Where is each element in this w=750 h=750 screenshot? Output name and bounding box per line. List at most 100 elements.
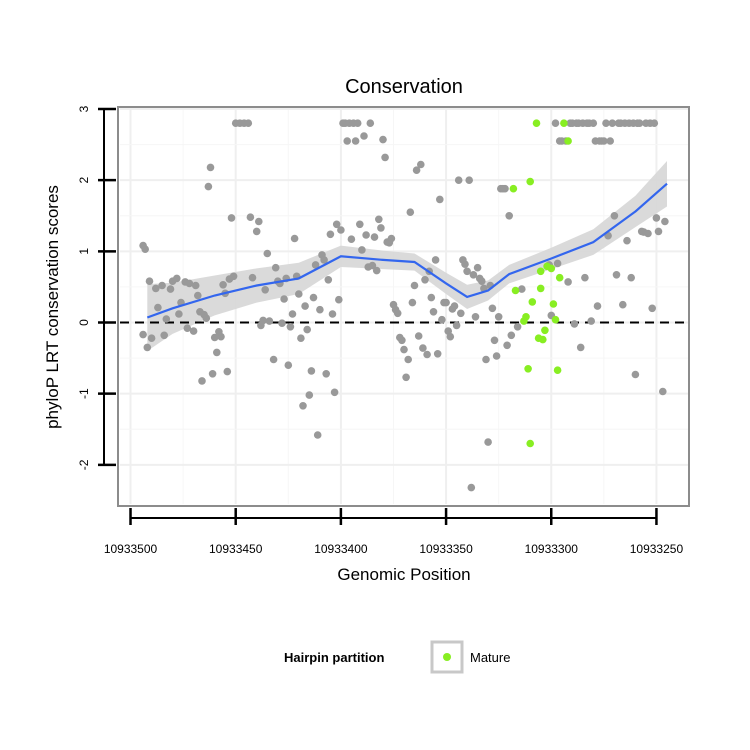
point-other-53 — [271, 263, 280, 272]
point-other-61 — [288, 310, 297, 318]
y-axis: -2 -1 0 1 2 3 — [77, 105, 116, 470]
point-other-18 — [185, 279, 194, 288]
point-other-181 — [576, 343, 585, 352]
point-other-220 — [661, 217, 669, 226]
point-mature-10 — [528, 298, 537, 306]
point-other-124 — [421, 276, 429, 284]
y-tick-label-1: -1 — [77, 388, 91, 399]
point-other-132 — [438, 315, 446, 324]
point-other-146 — [467, 483, 476, 492]
point-other-121 — [414, 332, 423, 340]
y-tick-label-4: 2 — [77, 177, 91, 184]
point-other-64 — [295, 290, 303, 298]
point-other-50 — [263, 249, 272, 258]
y-tick-label-0: -2 — [77, 459, 91, 470]
point-other-57 — [280, 295, 288, 303]
point-other-100 — [370, 233, 379, 241]
point-other-141 — [457, 309, 465, 318]
point-mature-19 — [551, 315, 560, 324]
point-other-49 — [261, 286, 270, 294]
point-mature-15 — [541, 326, 549, 335]
point-other-38 — [229, 272, 238, 281]
point-other-103 — [377, 224, 385, 232]
point-other-193 — [602, 119, 610, 127]
point-other-77 — [322, 370, 331, 378]
point-other-91 — [351, 137, 360, 145]
point-mature-7 — [520, 317, 528, 325]
point-other-10 — [162, 315, 171, 323]
point-other-93 — [356, 220, 364, 229]
point-other-131 — [436, 195, 444, 204]
point-other-209 — [635, 119, 644, 127]
point-other-71 — [309, 293, 318, 302]
point-mature-5 — [511, 286, 520, 295]
point-other-148 — [471, 313, 480, 321]
point-other-62 — [290, 234, 299, 243]
x-tick-label-5: 10933250 — [630, 542, 684, 556]
smooth-confidence-band — [147, 161, 668, 351]
point-other-203 — [623, 236, 631, 245]
point-other-13 — [173, 274, 181, 283]
point-other-11 — [166, 285, 175, 293]
point-other-104 — [379, 135, 387, 144]
point-other-217 — [652, 214, 661, 222]
point-other-134 — [442, 298, 450, 307]
point-other-46 — [254, 217, 263, 226]
point-other-218 — [654, 227, 663, 236]
point-other-157 — [490, 336, 499, 345]
smooth-line — [146, 182, 668, 319]
point-other-3 — [143, 343, 152, 352]
point-other-186 — [587, 317, 595, 325]
x-tick-label-0: 10933500 — [104, 542, 158, 556]
point-other-37 — [227, 214, 236, 222]
point-other-59 — [284, 361, 293, 370]
point-other-140 — [454, 176, 463, 184]
point-other-165 — [507, 331, 516, 340]
point-other-129 — [431, 256, 440, 264]
legend-key-box — [430, 640, 464, 674]
point-other-35 — [223, 367, 232, 376]
point-mature-8 — [524, 365, 532, 373]
point-other-207 — [631, 370, 640, 379]
point-other-205 — [627, 273, 635, 282]
point-other-113 — [398, 336, 406, 345]
point-other-198 — [612, 271, 621, 279]
point-other-147 — [469, 271, 478, 279]
point-other-70 — [307, 367, 316, 375]
point-other-139 — [452, 321, 461, 330]
point-other-84 — [337, 226, 345, 234]
point-other-108 — [387, 234, 396, 243]
x-tick-label-4: 10933300 — [525, 542, 579, 556]
point-other-123 — [419, 344, 427, 352]
point-other-19 — [189, 327, 198, 335]
point-other-119 — [410, 281, 419, 290]
point-other-87 — [343, 137, 352, 145]
point-other-166 — [513, 323, 522, 331]
point-other-80 — [328, 310, 337, 318]
legend-swatch-mature — [443, 653, 451, 661]
point-other-60 — [286, 323, 295, 331]
smooth-line-layer — [146, 182, 668, 319]
point-other-14 — [175, 310, 183, 318]
point-mature-11 — [536, 284, 545, 293]
point-other-162 — [501, 184, 509, 193]
chart-title: Conservation — [345, 76, 463, 98]
point-other-7 — [154, 303, 162, 312]
point-other-114 — [400, 345, 408, 354]
point-other-21 — [194, 291, 202, 300]
point-other-196 — [608, 119, 617, 127]
point-other-28 — [208, 370, 217, 378]
point-other-120 — [412, 166, 421, 174]
point-other-163 — [503, 341, 511, 350]
point-other-56 — [278, 319, 286, 328]
point-other-68 — [303, 325, 312, 334]
point-other-81 — [330, 388, 339, 397]
point-other-175 — [564, 278, 572, 286]
point-other-48 — [259, 316, 267, 325]
point-other-158 — [492, 352, 501, 360]
point-other-117 — [406, 208, 415, 216]
point-other-92 — [353, 119, 362, 127]
point-other-32 — [217, 332, 225, 341]
point-other-23 — [198, 377, 206, 385]
point-other-195 — [606, 137, 614, 145]
